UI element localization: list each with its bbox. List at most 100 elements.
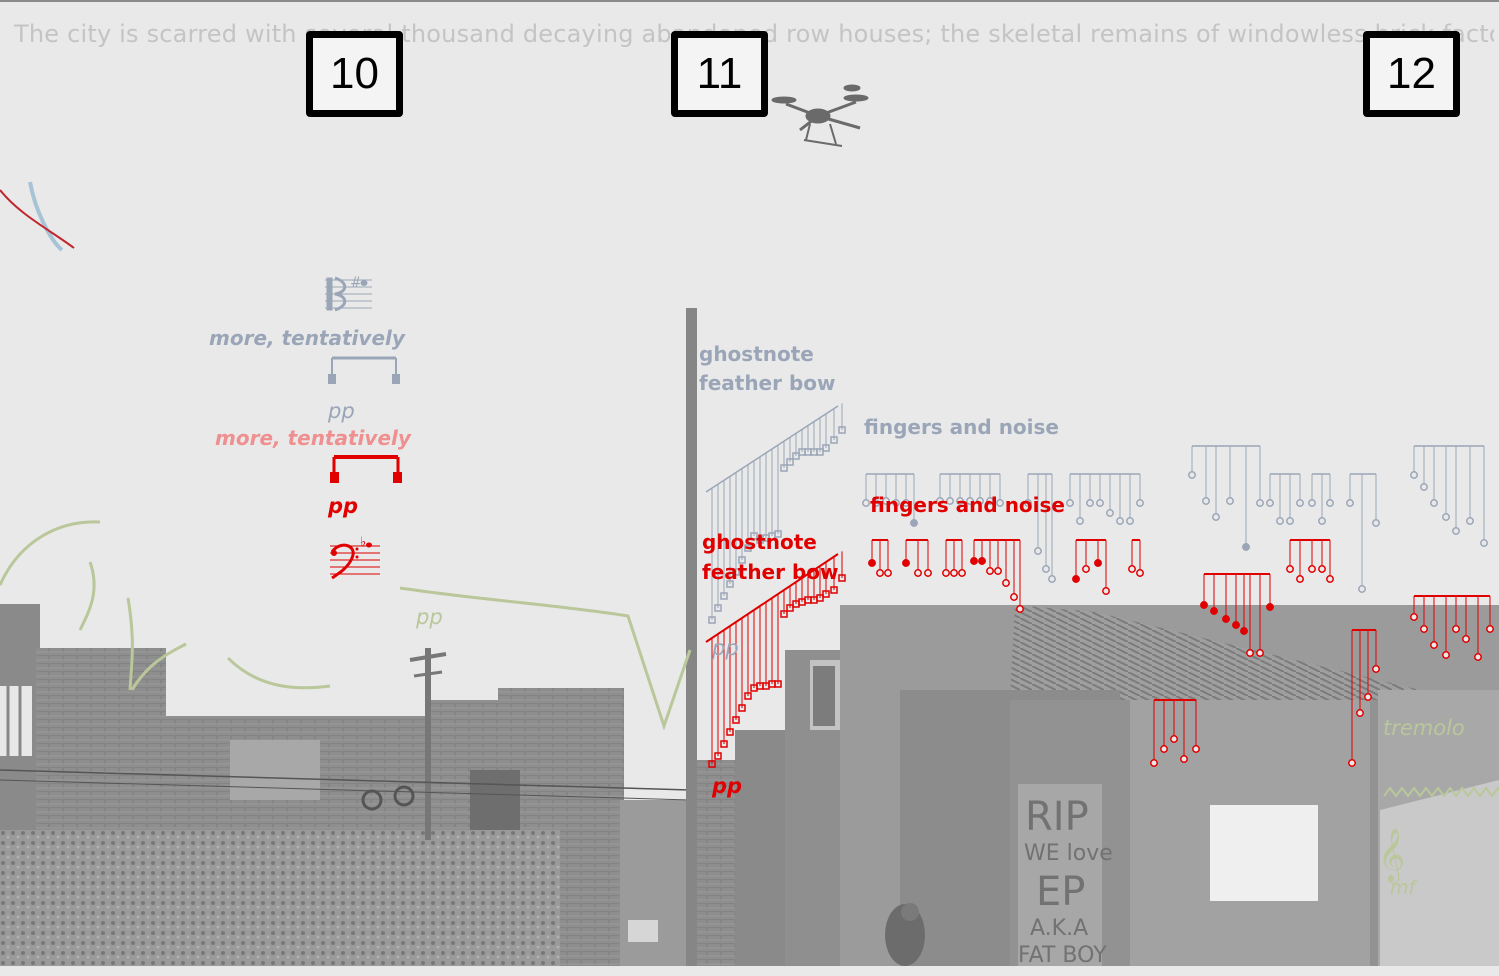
- note-square: [738, 704, 746, 712]
- note-head: [1442, 513, 1450, 521]
- instruction-more-tentatively-grey: more, tentatively: [209, 326, 405, 350]
- note-square: [822, 590, 830, 598]
- red-glissando-fan: [705, 551, 846, 768]
- note-square: [838, 426, 846, 434]
- note-head: [1034, 547, 1042, 555]
- rehearsal-mark-10: 10: [306, 31, 403, 117]
- note-square: [838, 574, 846, 582]
- note-head: [1160, 745, 1168, 753]
- note-head: [868, 559, 876, 567]
- note-square: [786, 458, 794, 466]
- note-head: [1326, 575, 1334, 583]
- note-square: [780, 464, 788, 472]
- dynamic-mf: mf: [1390, 877, 1416, 899]
- alto-clef-icon: #: [325, 275, 372, 312]
- note-square: [720, 740, 728, 748]
- note-head: [1296, 499, 1304, 507]
- svg-text:#: #: [350, 275, 362, 291]
- note-head: [1202, 497, 1210, 505]
- green-gesture-lines: [0, 520, 692, 731]
- note-head: [950, 569, 958, 577]
- note-head: [986, 497, 994, 505]
- instruction-fingers-noise-red: fingers and noise: [870, 493, 1065, 517]
- note-head: [884, 569, 892, 577]
- note-head: [1372, 519, 1380, 527]
- note-head: [1266, 499, 1274, 507]
- note-head: [1480, 539, 1488, 547]
- instruction-feather-bow-grey: feather bow: [699, 371, 836, 395]
- note-head: [1048, 575, 1056, 583]
- note-square: [720, 592, 728, 600]
- left-ruined-buildings: [0, 604, 691, 966]
- note-square: [780, 610, 788, 618]
- note-head: [958, 569, 966, 577]
- note-square: [750, 532, 758, 540]
- note-head: [976, 497, 984, 505]
- note-head: [1076, 517, 1084, 525]
- note-head: [1318, 565, 1326, 573]
- rehearsal-mark-12: 12: [1363, 31, 1460, 117]
- note-head: [1452, 527, 1460, 535]
- instruction-more-tentatively-red: more, tentatively: [215, 426, 411, 450]
- note-head: [1474, 653, 1482, 661]
- right-ruined-buildings: [697, 605, 1499, 966]
- note-head: [1226, 497, 1234, 505]
- drone-icon: [771, 84, 869, 147]
- grey-glissando-fan: [705, 403, 846, 624]
- note-head: [1430, 499, 1438, 507]
- treble-clef-icon: 𝄞: [1378, 827, 1405, 883]
- note-head: [966, 497, 974, 505]
- note-head: [1192, 745, 1200, 753]
- graffiti-aka: A.K.A: [1030, 916, 1088, 941]
- dynamic-pp-grey-lower: pp: [712, 636, 739, 660]
- note-head: [1466, 517, 1474, 525]
- note-square: [774, 530, 782, 538]
- tremolo-line: [1383, 786, 1499, 798]
- note-square: [744, 544, 752, 552]
- note-head: [1462, 635, 1470, 643]
- note-head: [956, 497, 964, 505]
- note-head: [1210, 607, 1218, 615]
- note-head: [1256, 499, 1264, 507]
- note-head: [1356, 709, 1364, 717]
- note-square: [830, 436, 838, 444]
- note-head: [1094, 559, 1102, 567]
- instruction-ghostnote-grey: ghostnote: [699, 342, 814, 366]
- note-head: [1016, 605, 1024, 613]
- note-head: [1180, 755, 1188, 763]
- note-head: [936, 497, 944, 505]
- note-head: [996, 499, 1004, 507]
- note-head: [1024, 499, 1032, 507]
- note-head: [1096, 499, 1104, 507]
- dynamic-pp-red-lower: pp: [712, 774, 743, 798]
- note-head: [902, 499, 910, 507]
- note-head: [1212, 513, 1220, 521]
- note-head: [1442, 651, 1450, 659]
- note-head: [1486, 625, 1494, 633]
- note-head: [876, 569, 884, 577]
- note-head: [1200, 601, 1208, 609]
- dynamic-pp-grey-upper: pp: [328, 399, 355, 423]
- note-head: [1066, 499, 1074, 507]
- note-square: [732, 716, 740, 724]
- note-head: [942, 569, 950, 577]
- note-head: [994, 567, 1002, 575]
- note-head: [1136, 499, 1144, 507]
- note-head: [1188, 471, 1196, 479]
- note-square: [714, 752, 722, 760]
- note-square: [816, 448, 824, 456]
- corner-gesture: [0, 181, 75, 252]
- note-head: [1116, 517, 1124, 525]
- instruction-ghostnote-red: ghostnote: [702, 530, 817, 554]
- note-head: [910, 519, 918, 527]
- note-head: [1308, 565, 1316, 573]
- note-head: [1136, 569, 1144, 577]
- note-head: [872, 499, 880, 507]
- graffiti-rip: RIP: [1025, 794, 1089, 840]
- note-head: [1072, 575, 1080, 583]
- note-head: [1242, 543, 1250, 551]
- note-head: [1246, 649, 1254, 657]
- dynamic-pp-red-upper: pp: [328, 494, 359, 518]
